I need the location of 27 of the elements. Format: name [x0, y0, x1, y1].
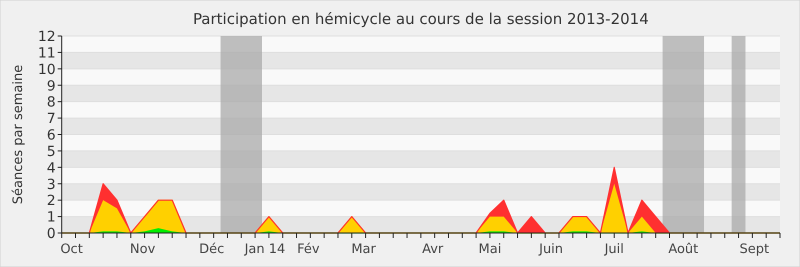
y-tick-label: 4 [46, 160, 56, 176]
y-tick-label: 0 [46, 226, 56, 242]
x-tick-label: Fév [297, 242, 320, 257]
x-tick-label: Oct [60, 242, 83, 257]
x-tick-label: Nov [130, 242, 156, 257]
y-tick-label: 12 [38, 29, 56, 45]
y-tick-label: 5 [46, 144, 56, 160]
chart-title: Participation en hémicycle au cours de la session 2013-2014 [192, 10, 649, 28]
y-tick-label: 9 [46, 78, 56, 94]
x-tick-label: Mar [351, 242, 377, 257]
x-tick-label: Jan 14 [244, 242, 286, 257]
y-tick-label: 10 [38, 62, 56, 78]
y-tick-label: 6 [46, 128, 56, 144]
y-axis-title: Séances par semaine [11, 64, 26, 204]
x-tick-label: Août [668, 242, 698, 257]
y-tick-label: 7 [46, 111, 56, 128]
x-tick-label: Avr [422, 242, 444, 257]
x-tick-label: Juin [538, 242, 564, 257]
x-tick-label: Juil [604, 242, 624, 257]
y-tick-label: 11 [38, 45, 56, 62]
y-tick-label: 3 [46, 176, 56, 193]
y-tick-label: 1 [46, 210, 56, 226]
x-tick-label: Mai [478, 242, 502, 257]
y-tick-label: 2 [46, 193, 56, 210]
y-tick-label: 8 [46, 94, 56, 111]
x-tick-label: Déc [199, 242, 224, 257]
x-tick-label: Sept [740, 242, 770, 257]
